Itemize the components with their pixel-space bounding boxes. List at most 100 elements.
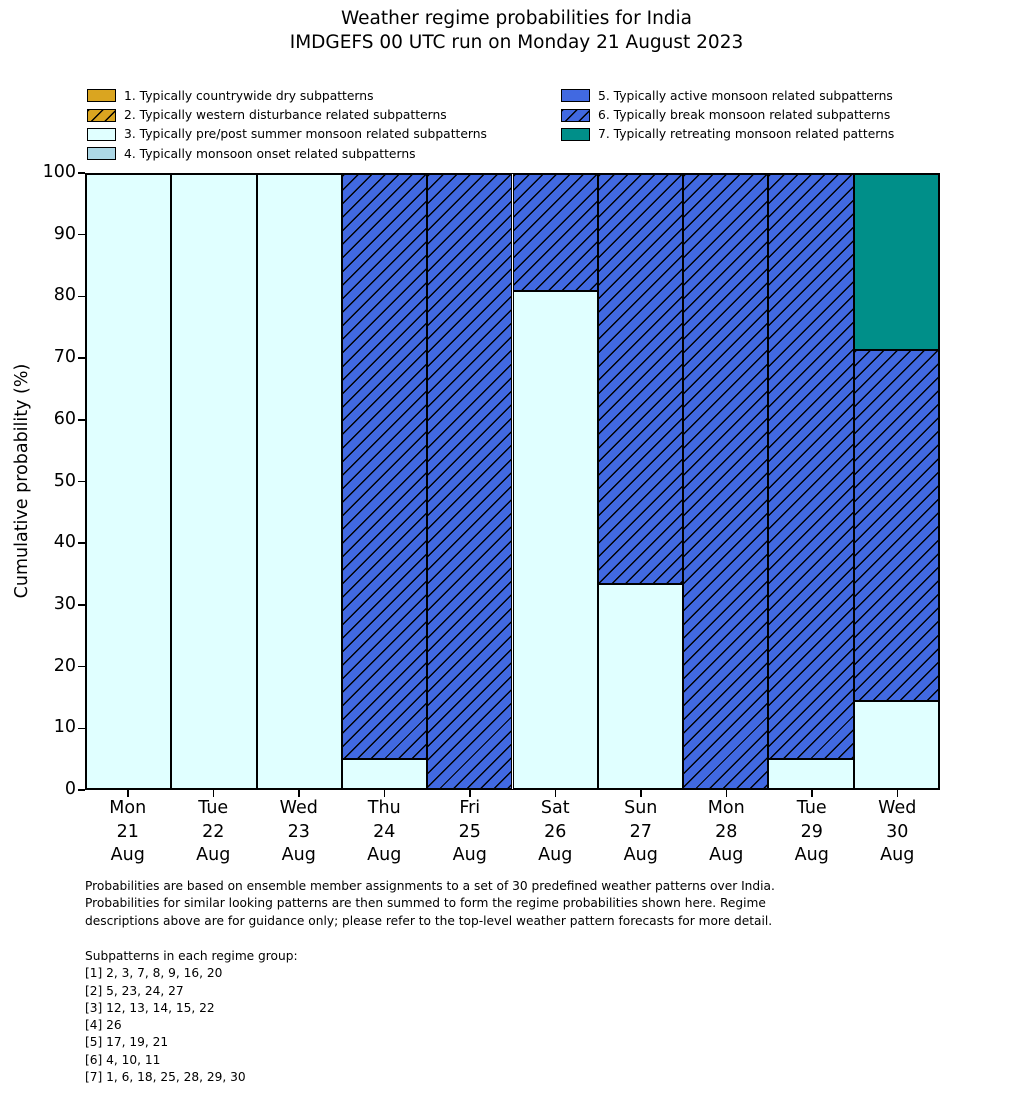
x-tick-mark <box>469 790 471 797</box>
x-tick-mark <box>554 790 556 797</box>
legend-swatch-icon <box>561 89 590 103</box>
legend-swatch-icon <box>561 108 590 122</box>
legend-swatch-icon <box>87 89 116 103</box>
bar-segment-regime-3-9 <box>768 759 854 789</box>
x-tick-label-line: Tue <box>198 798 229 818</box>
y-tick-mark <box>78 480 85 483</box>
y-tick-label: 0 <box>64 779 76 800</box>
x-tick-label: Sat 26 Aug <box>538 797 572 868</box>
subpattern-line: [4] 26 <box>85 1018 122 1033</box>
x-tick-label-line: 28 <box>715 821 738 842</box>
legend-item: 7. Typically retreating monsoon related … <box>561 125 894 144</box>
legend-item-label: 7. Typically retreating monsoon related … <box>598 127 895 142</box>
x-tick-label-line: 26 <box>544 821 567 842</box>
x-tick-label: Thu 24 Aug <box>367 797 401 868</box>
bar-segment-regime-3-4 <box>341 759 428 789</box>
bar-segment-regime-6-5 <box>427 174 513 789</box>
x-tick-mark <box>725 790 727 797</box>
y-tick-mark <box>78 542 85 544</box>
x-tick-mark <box>298 790 300 797</box>
x-tick-label-line: 23 <box>287 821 310 842</box>
x-tick-mark <box>212 790 214 797</box>
y-tick-mark <box>78 172 85 174</box>
y-tick-label: 10 <box>53 717 76 738</box>
legend-item: 4. Typically monsoon onset related subpa… <box>87 144 487 163</box>
subpattern-line: [5] 17, 19, 21 <box>85 1035 169 1050</box>
y-tick-mark <box>78 604 85 606</box>
x-tick-label-line: Mon <box>707 798 745 818</box>
x-tick-label-line: 30 <box>886 821 909 842</box>
x-tick-label-line: Thu <box>367 798 401 818</box>
bar-segment-regime-6-10 <box>853 349 939 702</box>
legend-item-label: 3. Typically pre/post summer monsoon rel… <box>124 127 487 142</box>
legend-item-label: 4. Typically monsoon onset related subpa… <box>124 146 416 161</box>
subpattern-line: [7] 1, 6, 18, 25, 28, 29, 30 <box>85 1070 246 1085</box>
y-tick-mark <box>78 357 85 359</box>
legend-item-label: 5. Typically active monsoon related subp… <box>598 88 893 103</box>
legend-item-label: 1. Typically countrywide dry subpatterns <box>124 88 374 103</box>
bar-segment-regime-3-1 <box>86 174 172 789</box>
x-tick-label: Tue 22 Aug <box>196 797 230 868</box>
x-tick-label-line: Aug <box>110 845 145 865</box>
chart-title-line-1: Weather regime probabilities for India <box>340 8 693 29</box>
x-tick-label-line: 22 <box>202 821 225 842</box>
x-tick-label-line: Aug <box>538 845 573 865</box>
chart-title-line-2: IMDGEFS 00 UTC run on Monday 21 August 2… <box>289 32 744 53</box>
legend-item: 2. Typically western disturbance related… <box>87 105 487 124</box>
plot-area <box>85 173 940 790</box>
x-tick-mark <box>127 790 129 797</box>
legend-swatch-icon <box>561 127 590 141</box>
x-tick-label: Mon 21 Aug <box>109 797 146 868</box>
bar-segment-regime-3-7 <box>597 584 684 789</box>
legend-swatch-icon <box>87 108 116 122</box>
bar-segment-regime-3-10 <box>853 701 939 789</box>
x-tick-label-line: Aug <box>281 845 316 865</box>
legend-swatch-icon <box>87 127 116 141</box>
footnote-text: Probabilities are based on ensemble memb… <box>85 878 775 930</box>
y-tick-mark <box>78 419 85 421</box>
x-tick-label: Tue 29 Aug <box>795 797 829 868</box>
legend-item: 1. Typically countrywide dry subpatterns <box>87 86 487 105</box>
y-tick-label: 30 <box>53 594 76 615</box>
x-tick-label-line: 27 <box>629 821 652 842</box>
y-tick-label: 90 <box>53 223 76 244</box>
legend-item: 5. Typically active monsoon related subp… <box>561 86 894 105</box>
legend-swatch-icon <box>87 147 116 161</box>
y-tick-label: 70 <box>53 347 76 368</box>
y-tick-mark <box>78 295 85 298</box>
y-tick-mark <box>78 789 85 791</box>
footnote-line: descriptions above are for guidance only… <box>85 913 773 928</box>
legend-item: 6. Typically break monsoon related subpa… <box>561 105 894 124</box>
x-tick-label: Mon 28 Aug <box>708 797 745 868</box>
footnote-line: Probabilities for similar looking patter… <box>85 896 766 911</box>
x-tick-label-line: 29 <box>800 821 823 842</box>
y-tick-label: 60 <box>53 408 76 429</box>
x-tick-label: Sun 27 Aug <box>624 797 658 868</box>
bar-segment-regime-6-9 <box>768 174 854 760</box>
y-tick-label: 100 <box>42 162 76 183</box>
subpatterns-block: Subpatterns in each regime group: [1] 2,… <box>85 948 298 1086</box>
legend-column-right: 5. Typically active monsoon related subp… <box>561 86 894 144</box>
y-tick-label: 50 <box>53 470 76 491</box>
x-tick-label-line: Aug <box>623 845 658 865</box>
bar-segment-regime-6-4 <box>341 174 428 760</box>
footnote-line: Probabilities are based on ensemble memb… <box>85 879 775 893</box>
subpattern-line: [3] 12, 13, 14, 15, 22 <box>85 1000 215 1015</box>
legend-item-label: 6. Typically break monsoon related subpa… <box>598 108 891 123</box>
y-tick-label: 20 <box>53 655 76 676</box>
x-tick-mark <box>896 790 898 797</box>
x-tick-label-line: Aug <box>880 845 915 865</box>
bar-segment-regime-6-8 <box>683 174 769 789</box>
x-tick-label-line: Wed <box>279 798 318 818</box>
x-tick-label-line: Aug <box>709 845 744 865</box>
bar-segment-regime-6-6 <box>512 174 598 291</box>
y-tick-label: 40 <box>53 532 76 553</box>
y-tick-label: 80 <box>53 285 76 306</box>
subpattern-line: [2] 5, 23, 24, 27 <box>85 983 184 998</box>
bar-segment-regime-3-3 <box>256 174 342 789</box>
y-tick-mark <box>78 233 85 236</box>
x-tick-label-line: Aug <box>794 845 829 865</box>
x-tick-label-line: Mon <box>109 798 147 818</box>
x-tick-label-line: Aug <box>196 845 231 865</box>
